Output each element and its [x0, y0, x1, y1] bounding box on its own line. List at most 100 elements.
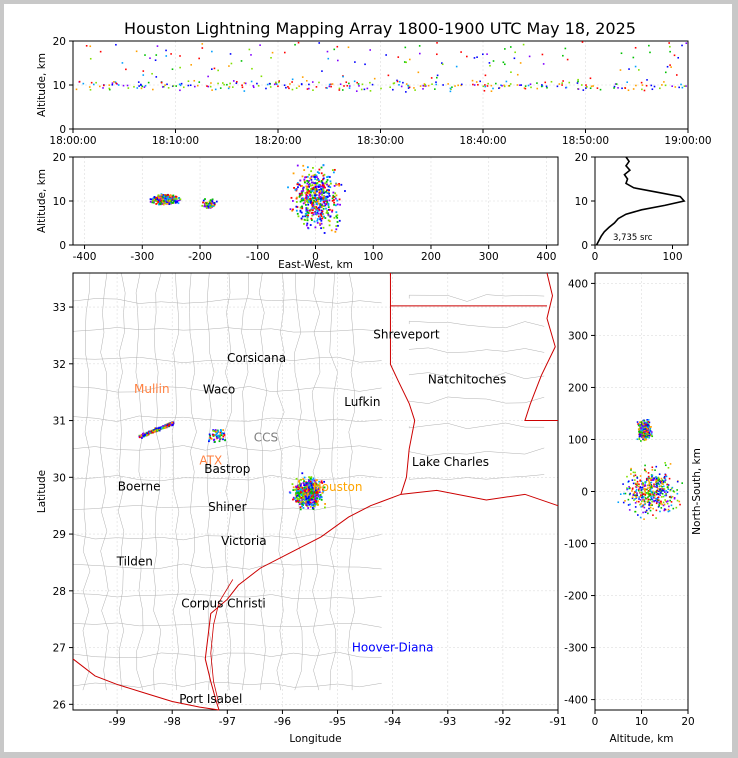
ew-panel-point: [301, 207, 304, 210]
ns-panel-point: [643, 506, 646, 509]
time-panel-point: [301, 76, 304, 78]
ns-panel-point: [644, 430, 646, 433]
time-panel-point: [596, 87, 599, 89]
time-panel-point: [275, 82, 277, 85]
map-panel-point: [298, 503, 301, 506]
time-panel-point: [632, 88, 635, 90]
ew-panel-point: [163, 202, 166, 204]
map-panel-point: [218, 440, 221, 443]
ew-panel-x-tick-label: -300: [130, 251, 154, 263]
ew-panel-point: [309, 198, 312, 201]
map-panel-y-tick-label: 29: [53, 529, 66, 541]
map-panel-point: [303, 476, 306, 479]
ns-panel-point: [665, 475, 668, 478]
time-panel-point: [227, 87, 230, 90]
ew-panel-point: [327, 188, 329, 191]
ew-panel-point: [320, 222, 323, 225]
map-panel-point: [305, 482, 308, 485]
map-county-line: [408, 396, 545, 404]
ew-panel-y-tick-label: 0: [59, 240, 66, 252]
map-panel-point: [222, 435, 225, 438]
time-panel-point: [273, 83, 276, 86]
map-panel-point: [314, 483, 317, 486]
ew-panel-point: [161, 202, 164, 204]
ns-panel-point: [640, 496, 643, 499]
ns-panel-point: [647, 423, 650, 426]
ew-panel-point: [305, 185, 308, 188]
ew-panel-point: [316, 176, 318, 178]
ew-panel-x-tick-label: 400: [536, 251, 556, 263]
time-panel-point: [338, 89, 341, 91]
ew-panel-point: [175, 196, 178, 198]
ew-panel-point: [306, 219, 309, 222]
map-panel-point: [305, 491, 308, 494]
time-panel-point: [278, 80, 281, 82]
map-panel-point: [302, 497, 305, 500]
ns-panel-point: [664, 481, 666, 484]
time-panel-point: [126, 84, 129, 87]
ew-panel-point: [327, 202, 330, 205]
ew-panel-point: [172, 201, 175, 204]
ew-panel-point: [149, 198, 152, 201]
ns-panel-point: [664, 464, 667, 467]
time-panel-point: [475, 81, 478, 83]
time-panel-point: [558, 83, 561, 85]
ew-panel-point: [159, 195, 161, 198]
ew-panel-point: [211, 198, 214, 201]
ew-panel-point: [172, 197, 174, 199]
ew-panel-point: [335, 215, 338, 218]
time-panel-point: [530, 86, 532, 89]
ns-panel-point: [639, 427, 641, 430]
time-panel-point: [434, 88, 436, 90]
map-panel-point: [208, 438, 211, 441]
ew-panel-point: [174, 199, 177, 202]
ew-panel-point: [320, 185, 323, 188]
time-panel-point: [536, 87, 539, 90]
map-panel-x-label: Longitude: [289, 733, 341, 745]
map-panel-point: [323, 480, 326, 483]
ns-panel-point: [652, 485, 654, 488]
map-county-line: [408, 447, 545, 456]
ew-panel-point: [322, 187, 325, 189]
ew-panel-point: [303, 178, 306, 181]
ew-panel-point: [320, 219, 323, 222]
ns-panel-point: [643, 432, 646, 435]
ns-panel-point: [649, 426, 651, 428]
ew-panel-point: [305, 176, 308, 179]
time-panel-point: [634, 65, 637, 68]
time-panel-point: [162, 85, 165, 88]
ew-panel-point: [310, 200, 312, 203]
ns-panel-point: [640, 431, 642, 433]
ns-panel-point: [636, 476, 639, 478]
ns-panel-point: [673, 491, 676, 493]
ns-panel-point: [660, 501, 662, 503]
ew-panel-point: [305, 214, 308, 217]
map-panel-point: [316, 502, 319, 505]
map-panel-axes: -99 -98 -97 -96 -95 -94 -93 -92 -912627282930313…: [36, 272, 567, 745]
time-panel-point: [175, 85, 178, 87]
ew-panel-point: [162, 198, 165, 201]
ew-panel-point: [169, 201, 171, 204]
time-panel-point: [89, 45, 92, 48]
ew-panel-point: [323, 202, 326, 204]
ew-panel-point: [315, 201, 318, 204]
ns-panel-point: [651, 492, 654, 494]
map-panel-point: [170, 421, 173, 424]
map-panel-point: [317, 489, 320, 492]
ew-panel-point: [325, 196, 327, 199]
ns-panel-point: [628, 509, 631, 511]
map-panel-point: [295, 500, 298, 503]
ew-panel-point: [325, 203, 328, 205]
ew-panel-point: [315, 212, 318, 215]
ns-panel-point: [647, 428, 650, 431]
ew-panel-point: [299, 209, 302, 212]
time-panel-point: [182, 86, 185, 89]
map-panel-point: [300, 488, 302, 491]
map-county-line: [408, 372, 545, 380]
time-panel-point: [207, 85, 210, 88]
map-panel-point: [298, 482, 301, 485]
map-panel-point: [315, 479, 318, 482]
time-panel-point: [460, 83, 463, 86]
ns-panel-point: [659, 492, 661, 494]
map-panel-x-tick-label: -95: [329, 716, 346, 728]
